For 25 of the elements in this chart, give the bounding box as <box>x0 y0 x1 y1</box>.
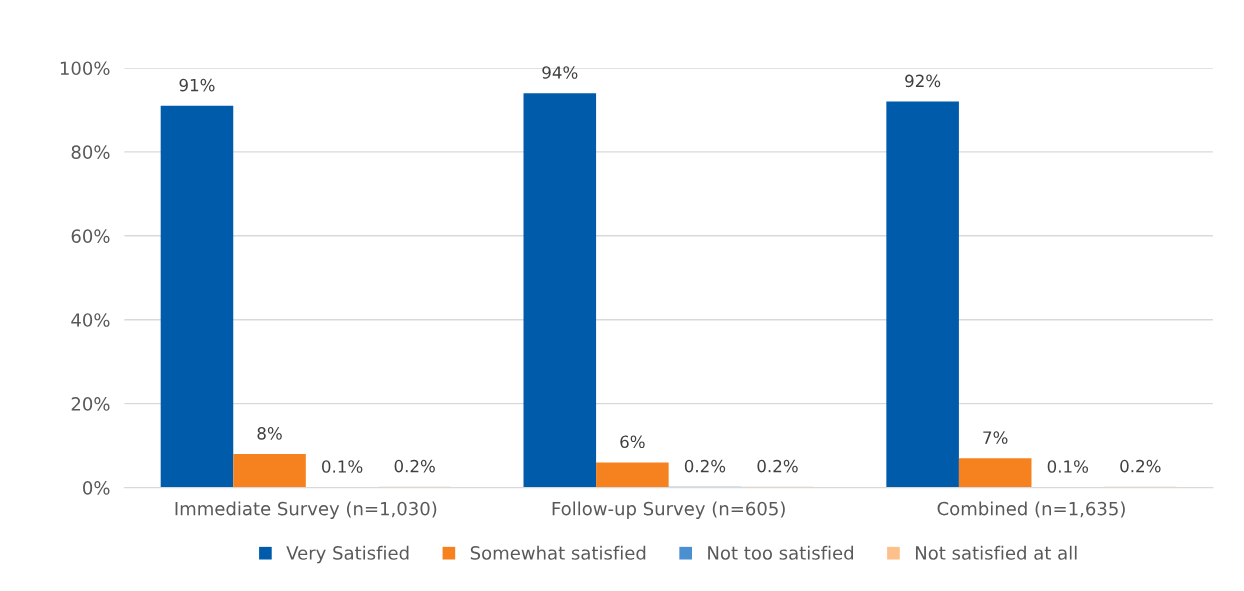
y-tick-label: 0% <box>83 481 110 495</box>
x-tick-label: Follow-up Survey (n=605) <box>552 501 785 519</box>
y-tick-label: 80% <box>71 145 110 159</box>
legend-label: Not too satisfied <box>708 545 853 560</box>
data-label: 7% <box>983 431 1008 444</box>
y-tick-label: 100% <box>60 61 110 76</box>
legend-label: Somewhat satisfied <box>470 545 646 560</box>
data-label: 0.2% <box>394 459 435 473</box>
legend-label: Not satisfied at all <box>915 545 1077 560</box>
data-label: 91% <box>179 78 215 92</box>
data-label: 0.2% <box>1120 459 1161 473</box>
data-label: 92% <box>905 74 941 88</box>
y-tick-label: 60% <box>71 229 110 243</box>
data-label: 0.1% <box>1047 460 1089 473</box>
data-label: 8% <box>257 427 282 440</box>
x-tick-label: Combined (n=1,635) <box>937 501 1125 518</box>
data-label: 0.2% <box>684 459 726 473</box>
data-label: 94% <box>542 66 578 79</box>
y-tick-label: 40% <box>71 313 110 327</box>
data-label: 0.2% <box>757 459 798 473</box>
legend-label: Very Satisfied <box>286 545 409 564</box>
x-tick-label: Immediate Survey (n=1,030) <box>175 501 437 519</box>
data-label: 0.1% <box>322 460 363 473</box>
data-label: 6% <box>620 435 645 449</box>
y-tick-label: 20% <box>71 397 110 411</box>
